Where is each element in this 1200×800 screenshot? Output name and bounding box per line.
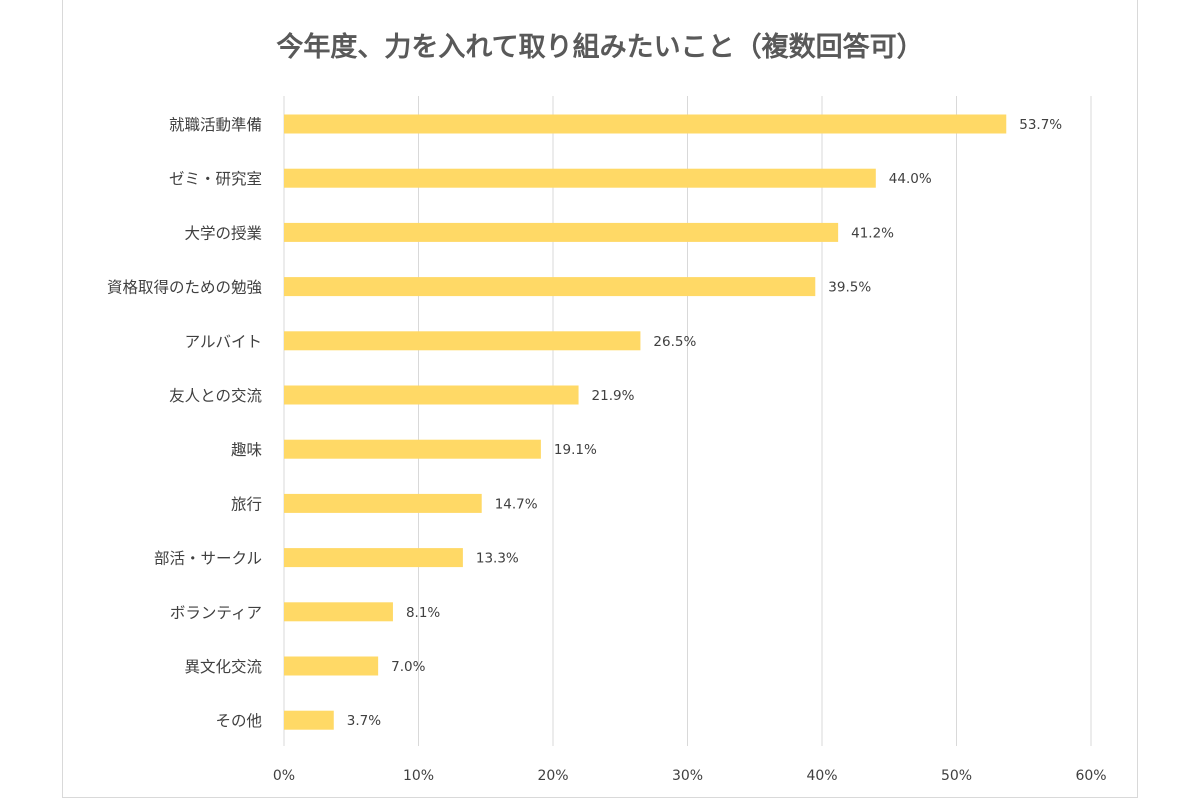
data-label: 7.0% [391, 659, 425, 675]
grid-layer [283, 96, 1092, 746]
x-tick-label: 0% [273, 768, 295, 784]
bar-layer [284, 114, 1007, 730]
data-label: 44.0% [889, 171, 932, 187]
data-label: 8.1% [406, 605, 440, 621]
category-label: その他 [215, 712, 262, 730]
bar [284, 548, 463, 568]
data-label: 3.7% [347, 713, 381, 729]
x-tick-label: 10% [403, 768, 434, 784]
bar [284, 331, 641, 351]
bar [284, 602, 393, 622]
x-tick-label: 40% [806, 768, 837, 784]
category-label: アルバイト [185, 333, 262, 351]
category-label: ゼミ・研究室 [169, 170, 262, 188]
category-label: 大学の授業 [184, 224, 262, 242]
category-label: 異文化交流 [184, 658, 262, 676]
x-tick-label: 30% [672, 768, 703, 784]
category-label: 資格取得のための勉強 [107, 279, 262, 297]
bar [284, 277, 816, 297]
x-tick-label: 20% [537, 768, 568, 784]
bar [284, 656, 379, 676]
x-tick-label: 50% [941, 768, 972, 784]
data-label: 13.3% [476, 551, 519, 567]
bar [284, 222, 839, 242]
bar [284, 439, 541, 459]
data-label: 26.5% [653, 334, 696, 350]
data-label: 14.7% [495, 496, 538, 512]
x-tick-label: 60% [1075, 768, 1106, 784]
tick-layer: 0% 10% 20% 30% 40% 50% 60% [273, 768, 1107, 784]
category-label: 友人との交流 [169, 387, 262, 405]
data-label: 21.9% [592, 388, 635, 404]
bar [284, 114, 1007, 134]
label-layer: 就職活動準備 53.7% ゼミ・研究室 44.0% 大学の授業 41.2% 資格取得のための… [107, 116, 1062, 730]
bar [284, 168, 876, 188]
chart-title: 今年度、力を入れて取り組みたいこと（複数回答可） [276, 31, 923, 63]
category-label: 部活・サークル [154, 550, 262, 568]
data-label: 53.7% [1019, 117, 1062, 133]
category-label: 趣味 [231, 441, 262, 459]
data-label: 41.2% [851, 225, 894, 241]
data-label: 39.5% [828, 280, 871, 296]
bar [284, 385, 579, 405]
bar [284, 493, 482, 513]
category-label: 旅行 [231, 495, 262, 513]
category-label: ボランティア [170, 604, 262, 622]
data-label: 19.1% [554, 442, 597, 458]
category-label: 就職活動準備 [169, 116, 262, 134]
bar [284, 710, 334, 730]
